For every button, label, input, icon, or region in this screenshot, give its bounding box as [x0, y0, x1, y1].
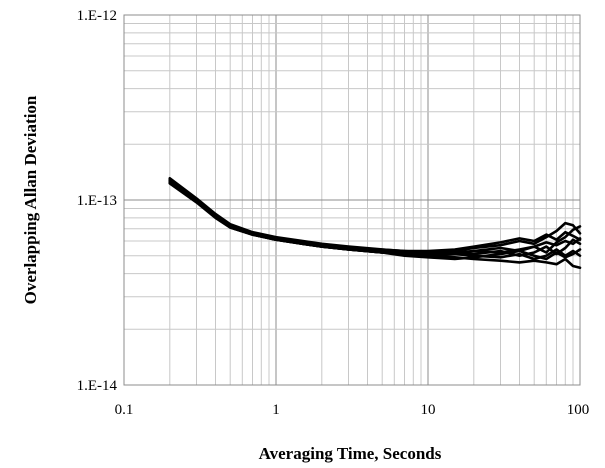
y-tick-label-1e-13: 1.E-13 — [77, 193, 117, 209]
x-tick-label-10: 10 — [421, 402, 436, 418]
series-lines — [168, 177, 582, 270]
y-tick-label-1e-14: 1.E-14 — [77, 378, 118, 394]
x-axis-title: Averaging Time, Seconds — [259, 444, 442, 463]
plot-grid — [123, 15, 580, 386]
y-axis-title: Overlapping Allan Deviation — [21, 95, 40, 304]
series-line-2 — [168, 178, 582, 256]
plot-area-frame — [123, 14, 581, 386]
x-tick-label-100: 100 — [567, 402, 590, 418]
series-line-8 — [168, 181, 582, 256]
x-tick-label-1: 1 — [272, 402, 280, 418]
series-line-4 — [168, 180, 582, 261]
series-line-7 — [168, 180, 582, 261]
y-tick-label-1e-12: 1.E-12 — [77, 8, 117, 24]
x-tick-label-0.1: 0.1 — [115, 402, 134, 418]
